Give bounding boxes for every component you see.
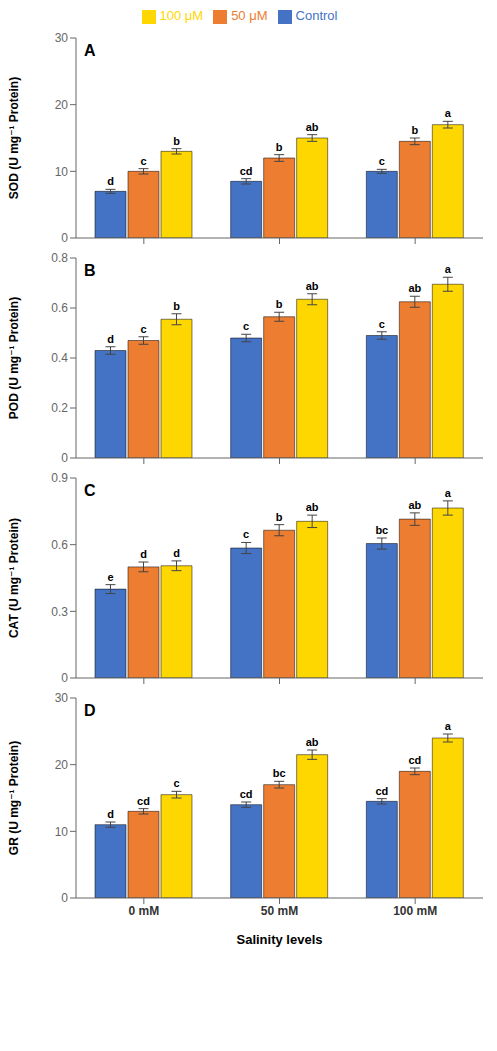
svg-text:d: d — [140, 548, 147, 560]
svg-text:a: a — [445, 107, 452, 119]
svg-text:b: b — [173, 300, 180, 312]
svg-text:ab: ab — [408, 282, 421, 294]
svg-text:ab: ab — [408, 499, 421, 511]
html-text:A: A — [84, 42, 96, 59]
svg-text:d: d — [107, 175, 114, 187]
svg-text:0 mM: 0 mM — [128, 904, 159, 918]
html-text:D: D — [84, 702, 96, 719]
svg-text:ab: ab — [306, 736, 319, 748]
svg-text:0: 0 — [61, 671, 68, 685]
svg-text:ab: ab — [306, 280, 319, 292]
svg-text:bc: bc — [375, 524, 388, 536]
svg-text:0.2: 0.2 — [51, 401, 68, 415]
html-text:50 μM: 50 μM — [231, 8, 268, 23]
svg-text:b: b — [276, 141, 283, 153]
html-text:Control: Control — [295, 8, 338, 23]
svg-text:c: c — [173, 777, 179, 789]
svg-text:c: c — [140, 155, 146, 167]
svg-text:cd: cd — [137, 795, 150, 807]
svg-text:c: c — [140, 323, 146, 335]
svg-text:a: a — [445, 720, 452, 732]
svg-text:a: a — [445, 263, 452, 275]
svg-text:cd: cd — [240, 165, 253, 177]
svg-text:0: 0 — [61, 451, 68, 465]
svg-text:GR (U mg⁻¹ Protein): GR (U mg⁻¹ Protein) — [8, 741, 21, 855]
svg-text:0.6: 0.6 — [51, 538, 68, 552]
svg-text:d: d — [107, 808, 114, 820]
svg-text:0: 0 — [61, 231, 68, 245]
svg-text:b: b — [173, 135, 180, 147]
svg-text:b: b — [411, 124, 418, 136]
svg-text:a: a — [445, 487, 452, 499]
svg-text:b: b — [276, 511, 283, 523]
svg-text:0.8: 0.8 — [51, 251, 68, 265]
svg-text:30: 30 — [55, 31, 69, 45]
svg-text:0.9: 0.9 — [51, 471, 68, 485]
svg-text:b: b — [276, 298, 283, 310]
svg-text:c: c — [243, 320, 249, 332]
html-text:B: B — [84, 262, 96, 279]
svg-text:SOD (U mg⁻¹ Protein): SOD (U mg⁻¹ Protein) — [8, 77, 21, 199]
svg-text:d: d — [173, 547, 180, 559]
svg-text:POD (U mg⁻¹ Protein): POD (U mg⁻¹ Protein) — [8, 297, 21, 419]
svg-text:e: e — [107, 571, 113, 583]
svg-text:20: 20 — [55, 758, 69, 772]
svg-text:bc: bc — [273, 767, 286, 779]
svg-text:cd: cd — [240, 788, 253, 800]
svg-text:30: 30 — [55, 691, 69, 705]
svg-text:0: 0 — [61, 891, 68, 905]
svg-text:CAT (U mg⁻¹ Protein): CAT (U mg⁻¹ Protein) — [8, 518, 21, 638]
svg-text:cd: cd — [375, 785, 388, 797]
svg-text:50 mM: 50 mM — [261, 904, 298, 918]
svg-text:0.3: 0.3 — [51, 605, 68, 619]
svg-text:d: d — [107, 333, 114, 345]
svg-text:10: 10 — [55, 165, 69, 179]
svg-text:100 mM: 100 mM — [393, 904, 437, 918]
svg-text:20: 20 — [55, 98, 69, 112]
svg-text:c: c — [379, 318, 385, 330]
svg-text:10: 10 — [55, 825, 69, 839]
svg-text:c: c — [243, 528, 249, 540]
html-text:100 μM: 100 μM — [159, 8, 204, 23]
svg-text:ab: ab — [306, 501, 319, 513]
svg-text:0.4: 0.4 — [51, 351, 68, 365]
svg-text:0.6: 0.6 — [51, 301, 68, 315]
svg-text:ab: ab — [306, 121, 319, 133]
svg-text:Salinity levels: Salinity levels — [237, 932, 323, 947]
html-text:C: C — [84, 482, 96, 499]
svg-text:c: c — [379, 155, 385, 167]
svg-text:cd: cd — [408, 754, 421, 766]
